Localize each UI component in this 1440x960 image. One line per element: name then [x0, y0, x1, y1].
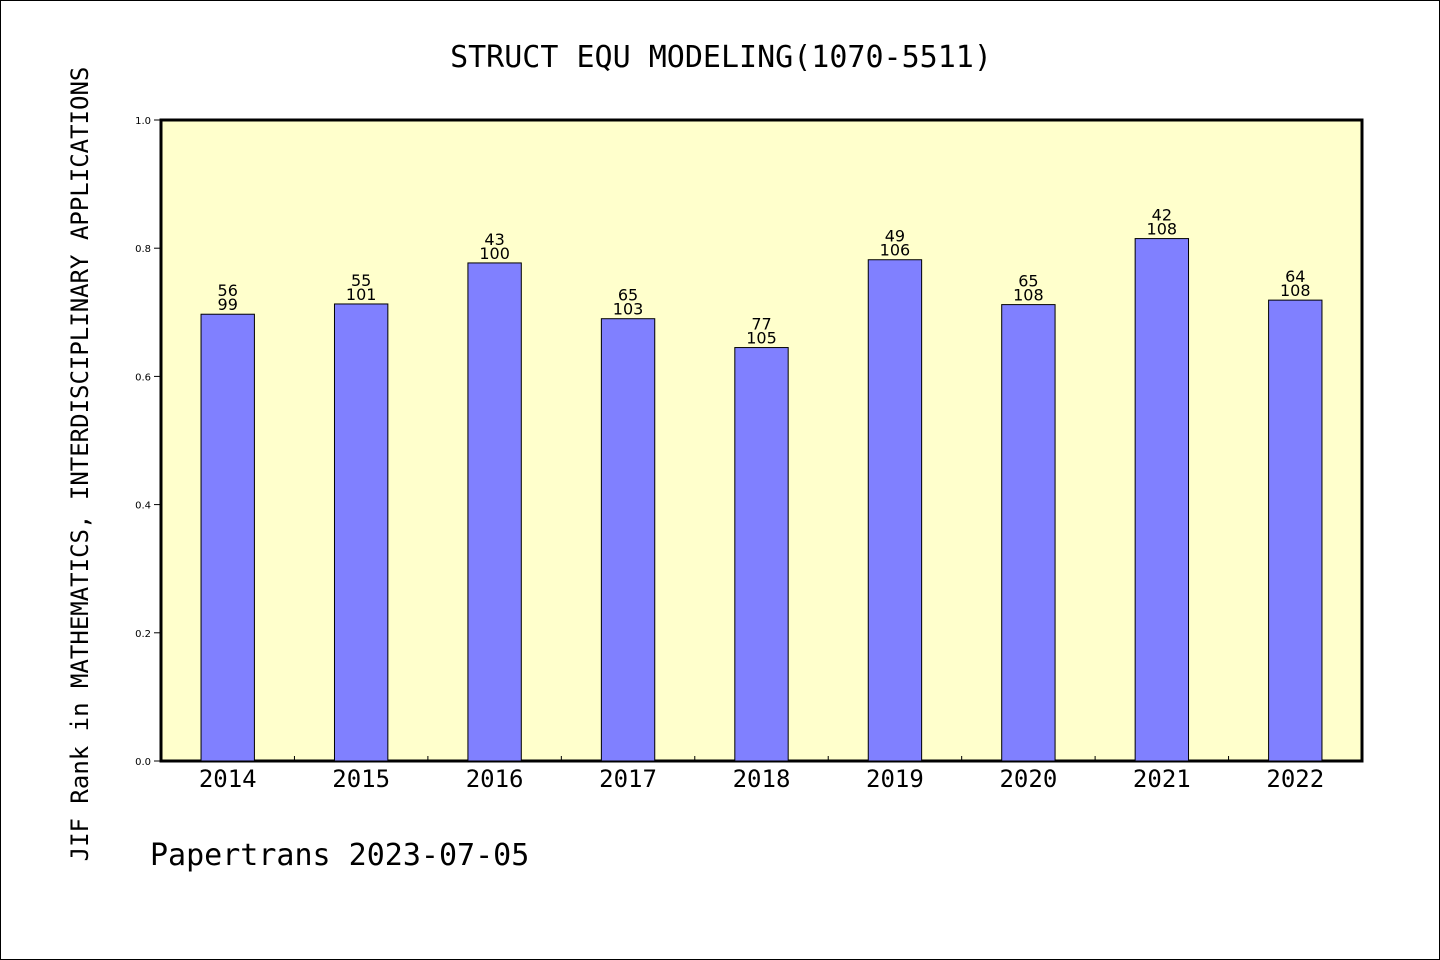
bar-rank-label: 65 [618, 286, 638, 305]
footer-credit: Papertrans 2023-07-05 [150, 838, 529, 873]
x-tick-label: 2015 [332, 765, 390, 793]
y-tick-label: 0.6 [135, 372, 151, 383]
bar-rank-label: 43 [484, 230, 504, 249]
x-tick-label: 2014 [199, 765, 257, 793]
bar-2020 [1001, 304, 1056, 762]
bar-rank-label: 42 [1152, 206, 1172, 225]
bar-2019 [867, 259, 923, 762]
bar-2018 [734, 347, 789, 762]
bar-total-label: 108 [1280, 281, 1311, 300]
bar-rank-label: 49 [885, 227, 905, 246]
y-tick-label: 0.4 [135, 501, 151, 512]
x-tick-label: 2016 [466, 765, 524, 793]
bar-total-label: 106 [880, 241, 911, 260]
bar-total-label: 108 [1147, 220, 1178, 239]
y-tick-label: 1.0 [135, 116, 151, 127]
x-tick-label: 2019 [866, 765, 924, 793]
bar-total-label: 100 [479, 244, 510, 263]
x-tick-label: 2018 [733, 765, 791, 793]
bar-2017 [600, 318, 656, 762]
chart-title: STRUCT EQU MODELING(1070-5511) [450, 40, 992, 75]
bar-rank-label: 56 [218, 281, 238, 300]
bar-series [200, 238, 1323, 762]
x-tick-label: 2021 [1133, 765, 1191, 793]
x-tick-label: 2020 [999, 765, 1057, 793]
bar-2022 [1268, 299, 1323, 762]
bar-rank-label: 55 [351, 271, 371, 290]
bar-total-label: 99 [218, 295, 238, 314]
bar-total-label: 105 [746, 329, 777, 348]
bar-2016 [467, 262, 522, 762]
y-axis-label: JIF Rank in MATHEMATICS, INTERDISCIPLINA… [66, 67, 94, 862]
bar-rank-label: 64 [1285, 267, 1305, 286]
x-tick-label: 2017 [599, 765, 657, 793]
bar-rank-label: 77 [751, 315, 771, 334]
x-tick-label: 2022 [1266, 765, 1324, 793]
y-tick-label: 0.2 [135, 629, 151, 640]
bar-2015 [333, 303, 389, 762]
bar-total-label: 108 [1013, 286, 1044, 305]
bar-2014 [200, 313, 255, 762]
bar-total-label: 101 [346, 285, 377, 304]
bar-total-label: 103 [613, 300, 644, 319]
x-axis: 2014 2015 2016 2017 2018 2019 2020 2021 2022 [199, 756, 1324, 793]
bar-2021 [1134, 238, 1190, 762]
bar-rank-label: 65 [1018, 272, 1038, 291]
y-axis: 0.0 0.2 0.4 0.6 0.8 1.0 [135, 116, 161, 768]
y-tick-label: 0.0 [135, 757, 151, 768]
bar-labels: 5699551014310065103771054910665108421086… [218, 206, 1311, 348]
y-tick-label: 0.8 [135, 244, 151, 255]
